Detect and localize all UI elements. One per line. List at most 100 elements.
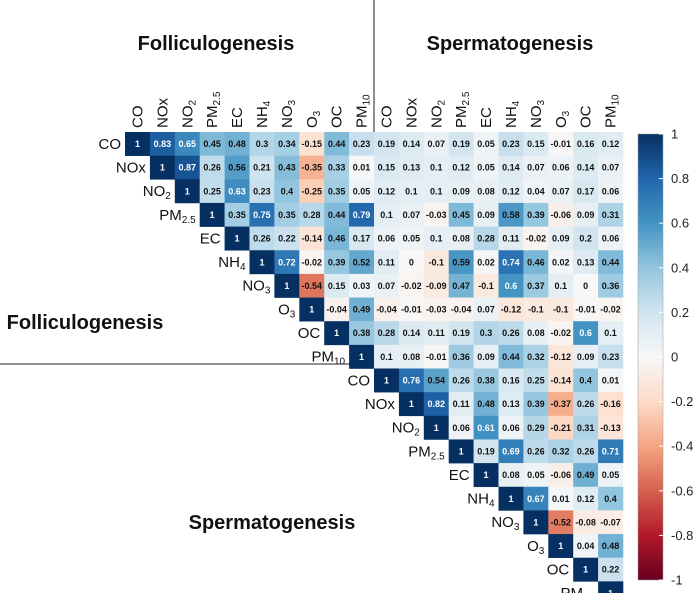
heatmap-cell <box>274 132 300 156</box>
cell-value-label: 0.19 <box>452 139 470 149</box>
heatmap-cell <box>299 273 325 298</box>
cell-value-label: 0.06 <box>378 234 396 244</box>
cell-value-label: 0.58 <box>502 210 520 220</box>
row-label: NO3 <box>491 514 520 533</box>
heatmap-cell <box>199 179 225 204</box>
heatmap-cell <box>573 202 599 227</box>
heatmap-cell <box>324 202 350 227</box>
heatmap-cell <box>299 155 325 180</box>
heatmap-cell <box>598 202 624 227</box>
heatmap-cell <box>598 486 624 511</box>
column-label: O3 <box>553 110 572 128</box>
title-folliculogenesis-top: Folliculogenesis <box>138 33 295 55</box>
cell-value-label: 0.43 <box>278 163 296 173</box>
heatmap-cell <box>125 132 151 156</box>
heatmap-cell <box>573 179 599 204</box>
heatmap-cell <box>548 439 574 464</box>
cell-value-label: -0.02 <box>301 257 322 267</box>
cell-value-label: 0.36 <box>452 352 470 362</box>
cell-value-label: 0.39 <box>527 399 545 409</box>
row-label: O3 <box>278 301 296 320</box>
heatmap-cell <box>548 392 574 417</box>
heatmap-cell <box>374 344 400 369</box>
cell-value-label: 0.87 <box>178 163 196 173</box>
row-label: CO <box>99 136 122 153</box>
heatmap-cell <box>448 179 474 204</box>
cell-value-label: 0.23 <box>502 139 520 149</box>
colorbar-tick-label: -0.6 <box>671 483 693 498</box>
cell-value-label: 0.48 <box>477 399 495 409</box>
column-label: NH4 <box>254 100 273 128</box>
heatmap-cell <box>523 321 549 346</box>
cell-value-label: 1 <box>235 234 240 244</box>
cell-value-label: 0.44 <box>328 210 346 220</box>
heatmap-cell <box>548 463 574 488</box>
cell-value-label: -0.01 <box>401 305 422 315</box>
cell-value-label: -0.37 <box>550 399 571 409</box>
heatmap-cell <box>398 297 425 322</box>
cell-value-label: 0.03 <box>353 281 371 291</box>
heatmap-cell <box>423 297 449 322</box>
cell-value-label: 0.07 <box>602 163 620 173</box>
column-label: CO <box>378 106 395 129</box>
heatmap-cell <box>448 415 474 440</box>
heatmap-cell <box>448 226 474 251</box>
heatmap-cell <box>324 179 350 204</box>
cell-value-label: 0.76 <box>403 376 421 386</box>
heatmap-cell <box>398 344 425 369</box>
heatmap-cell <box>448 439 474 464</box>
cell-value-label: 1 <box>484 470 489 480</box>
heatmap-cell <box>324 273 350 298</box>
cell-value-label: 0.79 <box>353 210 371 220</box>
heatmap-cell <box>523 392 549 417</box>
heatmap-cell <box>498 250 524 275</box>
heatmap-cell <box>598 581 624 593</box>
heatmap-cell <box>498 344 524 369</box>
cell-value-label: 0.1 <box>380 352 393 362</box>
cell-value-label: 0.08 <box>502 470 520 480</box>
heatmap-cell <box>548 202 574 227</box>
correlation-matrix: 1 0.83 0.65 0.45 0.48 0.3 0.34 -0.15 0.44 0.23 0.1… <box>125 132 624 593</box>
title-spermatogenesis-top: Spermatogenesis <box>427 33 594 55</box>
cell-value-label: 0.14 <box>403 139 421 149</box>
cell-value-label: -0.14 <box>550 376 571 386</box>
heatmap-cell <box>598 321 624 346</box>
cell-value-label: 0.06 <box>602 186 620 196</box>
heatmap-cell <box>598 392 624 417</box>
heatmap-cell <box>374 250 400 275</box>
cell-value-label: 0.1 <box>430 186 443 196</box>
cell-value-label: -0.07 <box>600 517 621 527</box>
colorbar-tick-label: -0.8 <box>671 528 693 543</box>
heatmap-cell <box>274 179 300 204</box>
heatmap-cell <box>349 226 375 251</box>
heatmap-cell <box>224 202 250 227</box>
heatmap-cell <box>349 273 375 298</box>
heatmap-cell <box>523 179 549 204</box>
cell-value-label: 0.19 <box>452 328 470 338</box>
cell-value-label: 1 <box>309 305 314 315</box>
heatmap-cell <box>598 510 624 535</box>
row-label: PM2.5 <box>159 207 196 226</box>
cell-value-label: 0.11 <box>502 234 519 244</box>
cell-value-label: -0.1 <box>528 305 544 315</box>
cell-value-label: 0.83 <box>154 139 172 149</box>
cell-value-label: 0.14 <box>502 163 520 173</box>
cell-value-label: 1 <box>185 186 190 196</box>
cell-value-label: 0.63 <box>228 186 246 196</box>
heatmap-cell <box>473 463 499 488</box>
heatmap-cell <box>598 179 624 204</box>
heatmap-cell <box>573 486 599 511</box>
cell-value-label: 0.61 <box>477 423 495 433</box>
heatmap-cell <box>523 155 549 180</box>
colorbar-tick-label: 0.2 <box>671 305 689 320</box>
cell-value-label: 1 <box>160 163 165 173</box>
heatmap-cell <box>423 132 449 156</box>
cell-value-label: 0.35 <box>228 210 246 220</box>
cell-value-label: -0.02 <box>401 281 422 291</box>
cell-value-label: 0.6 <box>579 328 592 338</box>
cell-value-label: 1 <box>434 423 439 433</box>
cell-value-label: -0.02 <box>600 305 621 315</box>
cell-value-label: 0.26 <box>502 328 520 338</box>
cell-value-label: 0.07 <box>552 186 570 196</box>
